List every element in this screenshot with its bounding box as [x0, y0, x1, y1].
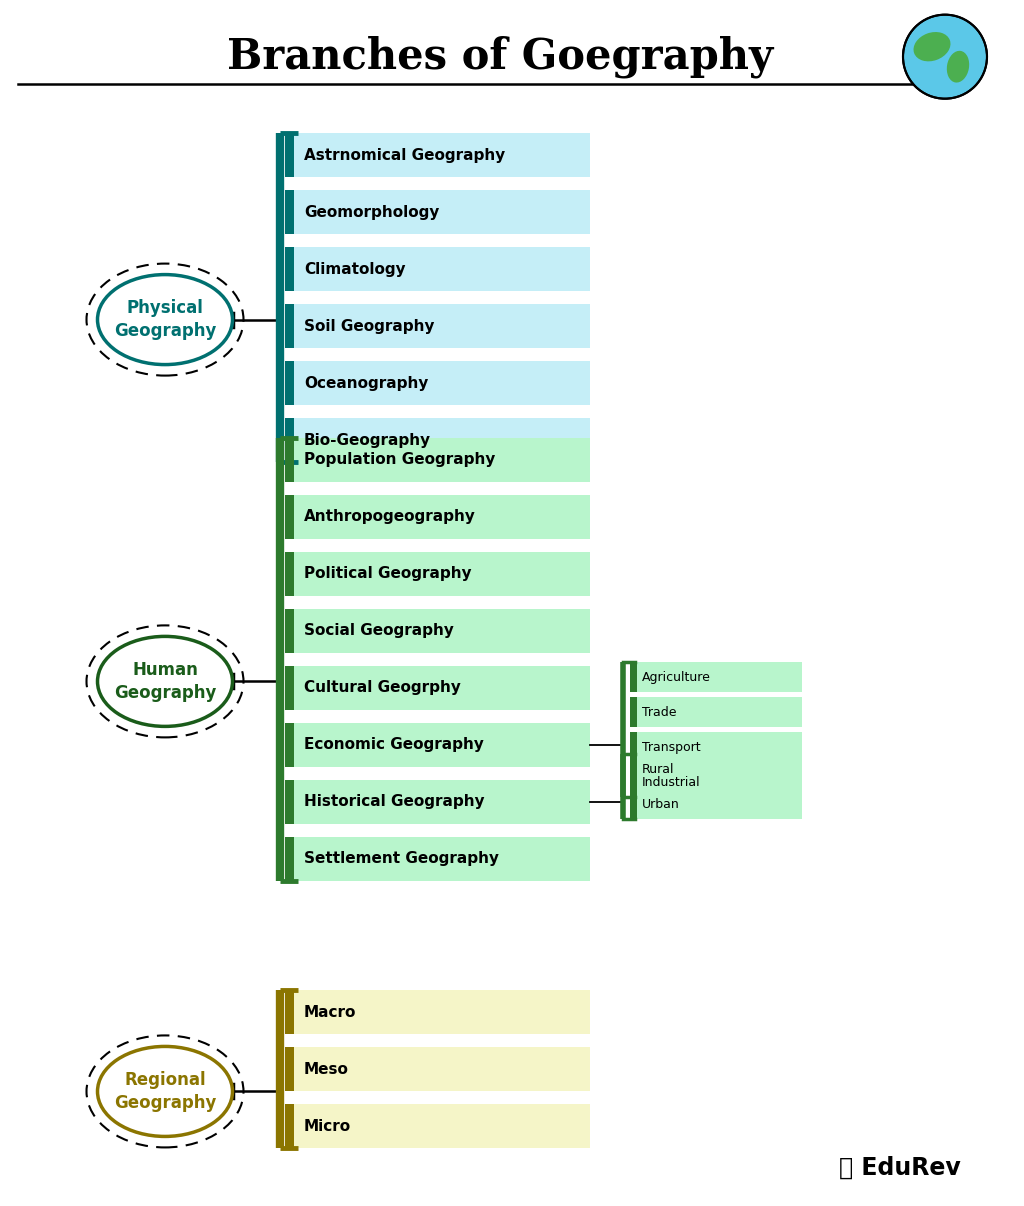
Text: Historical Geography: Historical Geography: [304, 795, 484, 809]
FancyBboxPatch shape: [285, 722, 294, 767]
FancyBboxPatch shape: [630, 697, 637, 727]
Text: 🎓 EduRev: 🎓 EduRev: [839, 1157, 961, 1179]
FancyBboxPatch shape: [630, 662, 637, 692]
FancyBboxPatch shape: [630, 697, 802, 727]
FancyBboxPatch shape: [630, 790, 637, 819]
Text: Urban: Urban: [642, 798, 680, 810]
FancyBboxPatch shape: [285, 990, 590, 1035]
FancyBboxPatch shape: [285, 722, 590, 767]
FancyBboxPatch shape: [285, 1048, 294, 1091]
FancyBboxPatch shape: [285, 990, 294, 1035]
FancyBboxPatch shape: [630, 662, 802, 692]
Text: Agriculture: Agriculture: [642, 671, 711, 684]
FancyBboxPatch shape: [630, 767, 802, 797]
FancyBboxPatch shape: [630, 755, 802, 784]
Text: Micro: Micro: [304, 1119, 351, 1134]
FancyBboxPatch shape: [285, 609, 590, 652]
FancyBboxPatch shape: [285, 837, 590, 880]
FancyBboxPatch shape: [285, 666, 590, 710]
FancyBboxPatch shape: [285, 304, 294, 349]
FancyBboxPatch shape: [285, 1105, 590, 1148]
Text: Regional
Geography: Regional Geography: [114, 1071, 216, 1112]
FancyBboxPatch shape: [285, 438, 590, 482]
FancyBboxPatch shape: [285, 780, 590, 824]
Text: Bio-Geography: Bio-Geography: [304, 433, 431, 447]
FancyBboxPatch shape: [285, 837, 294, 880]
FancyBboxPatch shape: [285, 1105, 294, 1148]
FancyBboxPatch shape: [630, 767, 637, 797]
FancyBboxPatch shape: [630, 732, 802, 762]
Text: Oceanography: Oceanography: [304, 375, 428, 391]
FancyBboxPatch shape: [285, 418, 294, 462]
Text: Meso: Meso: [304, 1062, 349, 1077]
FancyBboxPatch shape: [285, 418, 590, 462]
FancyBboxPatch shape: [285, 191, 294, 234]
Ellipse shape: [947, 51, 969, 82]
Text: Transport: Transport: [642, 740, 700, 754]
FancyBboxPatch shape: [630, 755, 637, 784]
FancyBboxPatch shape: [285, 361, 590, 405]
FancyBboxPatch shape: [285, 552, 294, 596]
Text: Cultural Geogrphy: Cultural Geogrphy: [304, 680, 461, 696]
Ellipse shape: [913, 33, 950, 62]
FancyBboxPatch shape: [285, 247, 590, 291]
Text: Astrnomical Geography: Astrnomical Geography: [304, 147, 505, 163]
Text: Macro: Macro: [304, 1005, 356, 1020]
Text: Geomorphology: Geomorphology: [304, 205, 439, 219]
Text: Political Geography: Political Geography: [304, 567, 472, 581]
FancyBboxPatch shape: [285, 304, 590, 349]
Text: Branches of Goegraphy: Branches of Goegraphy: [227, 35, 773, 78]
Text: Climatology: Climatology: [304, 262, 406, 276]
Text: Soil Geography: Soil Geography: [304, 318, 434, 334]
FancyBboxPatch shape: [285, 191, 590, 234]
Text: Physical
Geography: Physical Geography: [114, 299, 216, 340]
Text: Trade: Trade: [642, 706, 677, 719]
Text: Settlement Geography: Settlement Geography: [304, 851, 499, 866]
Text: Anthropogeography: Anthropogeography: [304, 509, 476, 525]
FancyBboxPatch shape: [285, 1048, 590, 1091]
FancyBboxPatch shape: [285, 133, 590, 177]
Text: Population Geography: Population Geography: [304, 452, 496, 468]
FancyBboxPatch shape: [285, 133, 294, 177]
FancyBboxPatch shape: [285, 494, 294, 539]
FancyBboxPatch shape: [285, 494, 590, 539]
FancyBboxPatch shape: [285, 438, 294, 482]
FancyBboxPatch shape: [285, 361, 294, 405]
FancyBboxPatch shape: [630, 790, 802, 819]
Text: Industrial: Industrial: [642, 775, 700, 789]
FancyBboxPatch shape: [285, 552, 590, 596]
Text: Human
Geography: Human Geography: [114, 661, 216, 702]
Circle shape: [903, 14, 987, 99]
Text: Social Geography: Social Geography: [304, 624, 454, 638]
FancyBboxPatch shape: [285, 780, 294, 824]
FancyBboxPatch shape: [285, 247, 294, 291]
FancyBboxPatch shape: [285, 666, 294, 710]
Text: Economic Geography: Economic Geography: [304, 737, 484, 753]
FancyBboxPatch shape: [285, 609, 294, 652]
FancyBboxPatch shape: [630, 732, 637, 762]
Text: Rural: Rural: [642, 763, 675, 775]
